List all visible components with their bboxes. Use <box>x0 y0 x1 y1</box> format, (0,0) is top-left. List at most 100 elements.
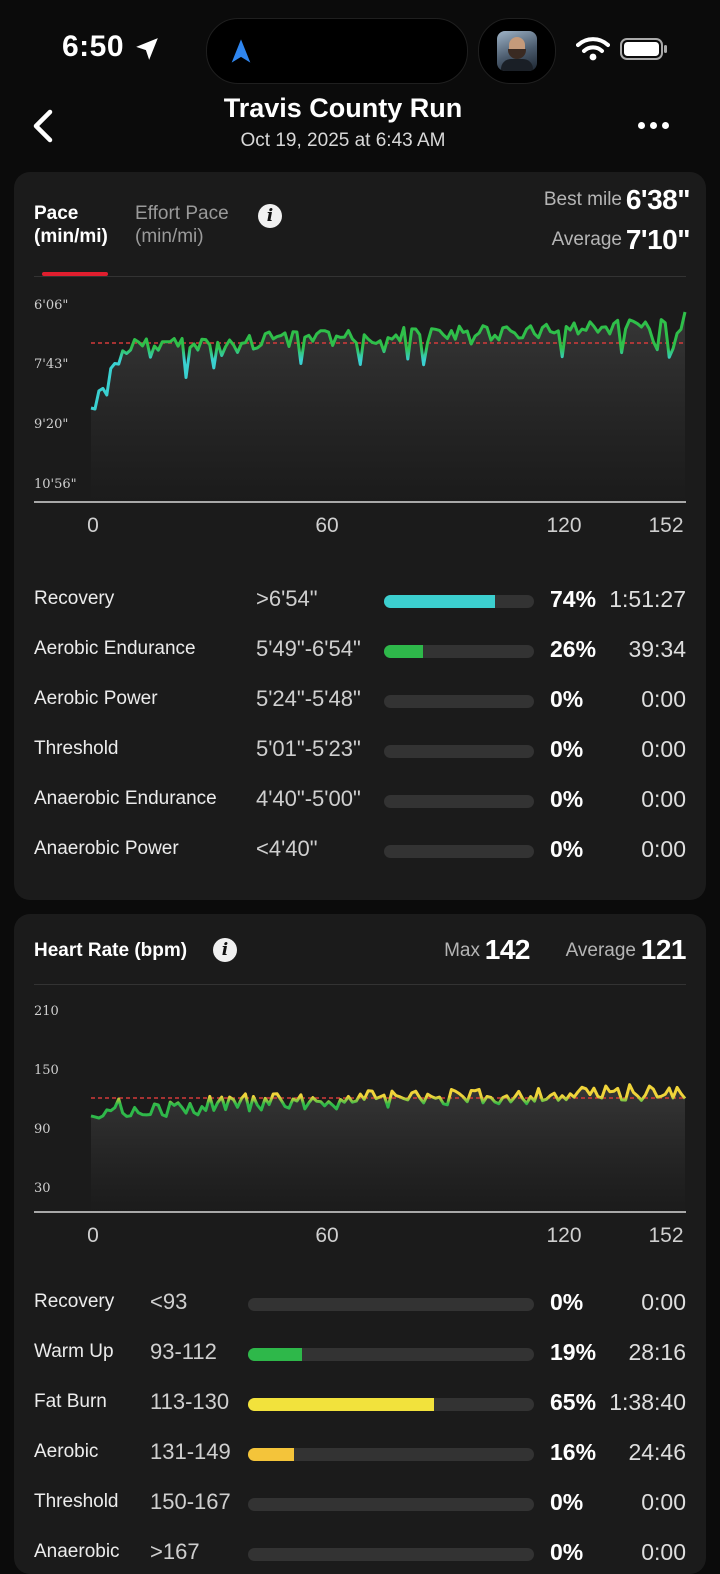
zone-progress-bar <box>248 1298 534 1311</box>
zone-percent: 0% <box>550 736 584 762</box>
zone-name: Aerobic Endurance <box>34 638 196 659</box>
zone-name: Anaerobic <box>34 1541 120 1562</box>
average-hr-label: Average <box>565 940 636 961</box>
zone-percent: 0% <box>550 836 584 862</box>
zone-duration: 0:00 <box>641 1539 686 1565</box>
dynamic-island[interactable] <box>206 18 468 84</box>
zone-percent: 0% <box>550 1539 584 1565</box>
zone-range: 131-149 <box>150 1439 231 1464</box>
zone-name: Threshold <box>34 1491 119 1512</box>
zone-name: Recovery <box>34 588 115 609</box>
status-bar: 6:50 <box>0 0 720 100</box>
zone-progress-bar <box>248 1448 534 1461</box>
chart-area <box>91 1084 685 1212</box>
x-tick-label: 120 <box>546 514 581 537</box>
zone-progress-bar <box>248 1398 534 1411</box>
series-line <box>90 311 687 411</box>
clock-time: 6:50 <box>62 30 125 63</box>
zone-range: 113-130 <box>150 1389 230 1414</box>
zone-progress-bar <box>384 745 534 758</box>
zone-duration: 39:34 <box>628 636 686 662</box>
live-activity[interactable] <box>478 18 556 84</box>
y-tick-label: 9'20" <box>34 417 68 432</box>
more-options-button[interactable] <box>638 116 678 136</box>
info-icon[interactable]: i <box>213 938 237 962</box>
zone-duration: 0:00 <box>641 836 686 862</box>
location-arrow-icon <box>136 38 158 60</box>
active-tab-indicator <box>42 272 108 276</box>
x-tick-label: 60 <box>315 514 338 537</box>
average-hr-value: 121 <box>640 934 687 965</box>
zone-name: Recovery <box>34 1291 115 1312</box>
avatar <box>497 31 537 71</box>
zone-percent: 26% <box>550 636 597 662</box>
zone-duration: 24:46 <box>628 1439 686 1465</box>
tab-pace[interactable]: Pace (min/mi) <box>34 203 108 247</box>
battery-icon <box>620 38 667 60</box>
zone-progress-bar <box>384 695 534 708</box>
zone-range: 4'40"-5'00" <box>256 786 361 811</box>
zone-range: <93 <box>150 1289 188 1314</box>
y-tick-label: 30 <box>34 1181 51 1196</box>
zone-duration: 1:51:27 <box>609 586 686 612</box>
best-mile-label: Best mile <box>543 189 622 210</box>
max-hr-label: Max <box>444 940 480 961</box>
zone-row: Warm Up 93-112 19% 28:16 <box>34 1339 686 1369</box>
series-line <box>90 1083 687 1120</box>
zone-range: <4'40" <box>256 836 318 861</box>
zone-progress-fill <box>384 595 495 608</box>
zone-duration: 1:38:40 <box>609 1389 686 1415</box>
zone-row: Aerobic Endurance 5'49"-6'54" 26% 39:34 <box>34 636 686 666</box>
x-tick-label: 152 <box>648 1224 683 1247</box>
zone-duration: 0:00 <box>641 786 686 812</box>
zone-range: 5'49"-6'54" <box>256 636 361 661</box>
y-tick-label: 150 <box>34 1063 59 1078</box>
best-mile-value: 6'38" <box>625 184 691 215</box>
zone-row: Aerobic 131-149 16% 24:46 <box>34 1439 686 1469</box>
zone-progress-bar <box>384 595 534 608</box>
y-tick-label: 10'56" <box>34 477 77 492</box>
zone-row: Anaerobic Endurance 4'40"-5'00" 0% 0:00 <box>34 786 686 816</box>
zone-percent: 74% <box>550 586 597 612</box>
zone-name: Aerobic <box>34 1441 99 1462</box>
zone-progress-fill <box>248 1398 434 1411</box>
x-tick-label: 152 <box>648 514 683 537</box>
zone-percent: 0% <box>550 686 584 712</box>
zone-duration: 0:00 <box>641 1289 686 1315</box>
zone-range: >167 <box>150 1539 200 1564</box>
zone-range: 5'24"-5'48" <box>256 686 361 711</box>
zone-progress-bar <box>384 645 534 658</box>
zone-range: >6'54" <box>256 586 318 611</box>
zone-percent: 65% <box>550 1389 597 1415</box>
zone-range: 150-167 <box>150 1489 231 1514</box>
pace-chart[interactable]: 6'06" 7'43" 9'20" 10'56" 0 60 120 152 <box>14 284 706 544</box>
zone-progress-fill <box>248 1348 303 1361</box>
divider <box>34 984 686 985</box>
zone-duration: 0:00 <box>641 1489 686 1515</box>
zone-progress-bar <box>248 1548 534 1561</box>
zone-row: Fat Burn 113-130 65% 1:38:40 <box>34 1389 686 1419</box>
average-pace-label: Average <box>551 229 622 250</box>
navigation-arrow-icon <box>231 39 251 63</box>
x-tick-label: 0 <box>87 514 99 537</box>
zone-name: Aerobic Power <box>34 688 158 709</box>
y-tick-label: 210 <box>34 1004 59 1019</box>
info-icon[interactable]: i <box>258 204 282 228</box>
divider <box>34 276 686 277</box>
heart-rate-chart[interactable]: 210 150 90 30 0 60 120 152 <box>14 994 706 1250</box>
y-tick-label: 90 <box>34 1122 51 1137</box>
zone-progress-fill <box>248 1448 294 1461</box>
back-button[interactable] <box>28 108 60 144</box>
zone-progress-bar <box>384 795 534 808</box>
heart-rate-title: Heart Rate (bpm) <box>34 940 188 961</box>
tab-effort-pace[interactable]: Effort Pace (min/mi) <box>135 203 229 247</box>
average-pace-value: 7'10" <box>625 224 691 255</box>
zone-percent: 0% <box>550 1289 584 1315</box>
activity-datetime: Oct 19, 2025 at 6:43 AM <box>240 130 446 151</box>
max-hr-value: 142 <box>484 934 531 965</box>
wifi-icon <box>576 37 610 61</box>
zone-row: Threshold 150-167 0% 0:00 <box>34 1489 686 1519</box>
x-tick-label: 60 <box>315 1224 338 1247</box>
zone-duration: 0:00 <box>641 686 686 712</box>
zone-percent: 16% <box>550 1439 597 1465</box>
